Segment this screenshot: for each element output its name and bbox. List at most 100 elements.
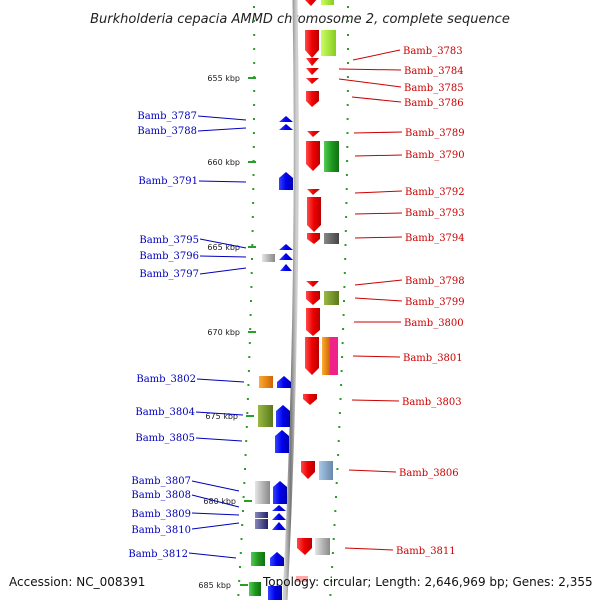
track-dot	[338, 412, 341, 414]
label-bamb-3793[interactable]: Bamb_3793	[405, 208, 465, 219]
label-bamb-3783[interactable]: Bamb_3783	[403, 46, 463, 57]
gene-block-3809[interactable]	[255, 512, 268, 518]
gene-block[interactable]	[321, 0, 334, 5]
gene-block[interactable]	[249, 582, 261, 596]
gene-arrow-3786[interactable]	[306, 91, 319, 107]
gene-block-3806[interactable]	[319, 461, 333, 480]
gene-arrow-3798[interactable]	[306, 281, 319, 287]
label-bamb-3785[interactable]: Bamb_3785	[404, 83, 464, 94]
gene-arrow-3796[interactable]	[279, 253, 293, 260]
gene-arrow-3787[interactable]	[279, 116, 293, 122]
label-bamb-3795[interactable]: Bamb_3795	[139, 235, 199, 246]
gene-arrow-3811[interactable]	[297, 538, 312, 555]
label-bamb-3796[interactable]: Bamb_3796	[139, 251, 199, 262]
label-bamb-3799[interactable]: Bamb_3799	[405, 297, 465, 308]
gene-arrow-3810[interactable]	[272, 522, 286, 530]
label-bamb-3792[interactable]: Bamb_3792	[405, 187, 465, 198]
label-bamb-3806[interactable]: Bamb_3806	[399, 468, 459, 479]
gene-block-3801b[interactable]	[330, 337, 338, 375]
label-bamb-3789[interactable]: Bamb_3789	[405, 128, 465, 139]
gene-arrow-3804[interactable]	[276, 405, 290, 427]
track-dot	[340, 370, 343, 372]
topology-text: Topology: circular; Length: 2,646,969 bp…	[263, 575, 593, 589]
track-dot	[344, 244, 347, 246]
track-dot	[335, 496, 337, 498]
gene-arrow-3805[interactable]	[275, 430, 289, 453]
gene-arrow[interactable]	[268, 586, 282, 600]
gene-arrow-3789[interactable]	[307, 131, 320, 137]
gene-arrow-3799[interactable]	[306, 291, 320, 305]
track-dot	[249, 328, 252, 330]
gene-arrow-3784[interactable]	[306, 58, 319, 66]
gene-block-3811[interactable]	[315, 538, 330, 555]
track-dot	[251, 216, 254, 218]
gene-arrow-3785[interactable]	[306, 68, 319, 75]
gene-block-3783[interactable]	[321, 30, 336, 56]
gene-arrow-3795[interactable]	[279, 244, 293, 250]
track-dot	[335, 482, 338, 484]
gene-block-3794[interactable]	[324, 233, 339, 244]
gene-arrow-3801[interactable]	[305, 337, 319, 375]
gene-block-3807[interactable]	[255, 481, 270, 504]
gene-arrow-3797[interactable]	[280, 264, 292, 271]
gene-arrow[interactable]	[303, 0, 318, 6]
label-bamb-3810[interactable]: Bamb_3810	[131, 525, 191, 536]
label-bamb-3784[interactable]: Bamb_3784	[404, 66, 464, 77]
gene-block-3812[interactable]	[251, 552, 265, 566]
gene-arrow-3809[interactable]	[272, 513, 286, 520]
track-dot	[332, 538, 335, 540]
track-dot	[345, 202, 348, 204]
gc-tracks	[237, 6, 349, 596]
gene-arrow-3806[interactable]	[301, 461, 315, 479]
gene-arrow-3812[interactable]	[270, 552, 284, 566]
label-bamb-3790[interactable]: Bamb_3790	[405, 150, 465, 161]
gene-arrow-3802[interactable]	[277, 376, 291, 388]
label-bamb-3812[interactable]: Bamb_3812	[128, 549, 188, 560]
gene-arrow-3783[interactable]	[305, 30, 319, 58]
gene-block-3802[interactable]	[259, 376, 273, 388]
label-bamb-3786[interactable]: Bamb_3786	[404, 98, 464, 109]
track-dot	[345, 188, 348, 190]
gene-arrow-3803[interactable]	[303, 394, 317, 405]
label-bamb-3802[interactable]: Bamb_3802	[136, 374, 196, 385]
label-bamb-3807[interactable]: Bamb_3807	[131, 476, 191, 487]
label-bamb-3794[interactable]: Bamb_3794	[405, 233, 465, 244]
track-dot	[242, 510, 244, 512]
gene-arrow-3790[interactable]	[306, 141, 320, 171]
gene-arrow-3785b[interactable]	[306, 78, 319, 84]
gene-arrow-3807[interactable]	[273, 481, 287, 504]
label-bamb-3809[interactable]: Bamb_3809	[131, 509, 191, 520]
track-dot	[251, 230, 254, 232]
label-bamb-3803[interactable]: Bamb_3803	[402, 397, 462, 408]
gene-arrow-3800[interactable]	[306, 308, 320, 336]
gene-arrow-3792[interactable]	[307, 189, 320, 195]
label-bamb-3804[interactable]: Bamb_3804	[135, 407, 195, 418]
gene-block-3799[interactable]	[324, 291, 339, 305]
label-bamb-3798[interactable]: Bamb_3798	[405, 276, 465, 287]
label-bamb-3808[interactable]: Bamb_3808	[131, 490, 191, 501]
track-dot	[252, 132, 255, 134]
gene-arrow-3791[interactable]	[279, 172, 293, 190]
gene-block-3801a[interactable]	[322, 337, 330, 375]
gene-block-3796[interactable]	[262, 254, 275, 262]
label-bamb-3805[interactable]: Bamb_3805	[135, 433, 195, 444]
gene-arrow-3788[interactable]	[279, 124, 293, 130]
label-bamb-3811[interactable]: Bamb_3811	[396, 546, 456, 557]
gene-block-3810[interactable]	[255, 519, 268, 529]
label-bamb-3800[interactable]: Bamb_3800	[404, 318, 464, 329]
track-dot	[238, 580, 241, 582]
gene-block-3804[interactable]	[258, 405, 273, 427]
label-bamb-3788[interactable]: Bamb_3788	[137, 126, 197, 137]
label-bamb-3801[interactable]: Bamb_3801	[403, 353, 463, 364]
gene-block-3790[interactable]	[324, 141, 339, 172]
gene-block[interactable]	[296, 576, 308, 582]
label-bamb-3791[interactable]: Bamb_3791	[138, 176, 198, 187]
gene-arrow-3808[interactable]	[272, 505, 286, 511]
gene-arrow-3794[interactable]	[307, 233, 320, 244]
track-dot	[239, 552, 242, 554]
gene-arrow-3793[interactable]	[307, 197, 321, 232]
label-bamb-3797[interactable]: Bamb_3797	[139, 269, 199, 280]
label-bamb-3787[interactable]: Bamb_3787	[137, 111, 197, 122]
track-dot	[331, 552, 334, 554]
